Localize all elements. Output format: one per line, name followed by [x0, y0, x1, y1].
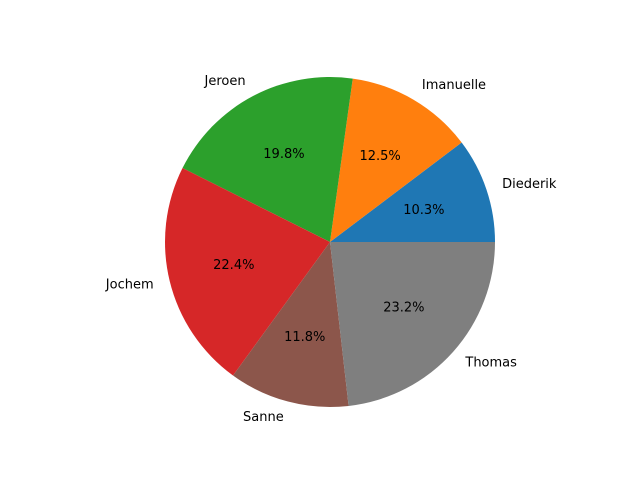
- slice-name-label: Diederik: [502, 177, 557, 192]
- pie-slice-jeroen: [182, 76, 353, 242]
- pie-slice-jochem: [165, 168, 330, 376]
- slice-percent-label: 10.3%: [403, 203, 444, 218]
- pie-labels: Diederik 10.3% Imanuelle 12.5% Jeroen 19.8% Jo…: [105, 74, 557, 425]
- slice-name-label: Jochem: [105, 277, 154, 292]
- pie-slices: [165, 76, 495, 408]
- pie-slice-thomas: [330, 242, 495, 406]
- slice-percent-label: 19.8%: [263, 147, 304, 162]
- pie-slice-imanuelle: [330, 78, 462, 242]
- slice-percent-label: 22.4%: [213, 258, 254, 273]
- slice-percent-label: 23.2%: [383, 300, 424, 315]
- pie-slice-diederik: [330, 142, 495, 242]
- slice-name-label: Sanne: [243, 410, 284, 425]
- slice-name-label: Imanuelle: [422, 78, 486, 93]
- slice-percent-label: 12.5%: [359, 149, 400, 164]
- slice-name-label: Thomas: [464, 355, 517, 370]
- pie-slice-sanne: [233, 242, 349, 408]
- slice-percent-label: 11.8%: [284, 330, 325, 345]
- slice-name-label: Jeroen: [203, 74, 245, 89]
